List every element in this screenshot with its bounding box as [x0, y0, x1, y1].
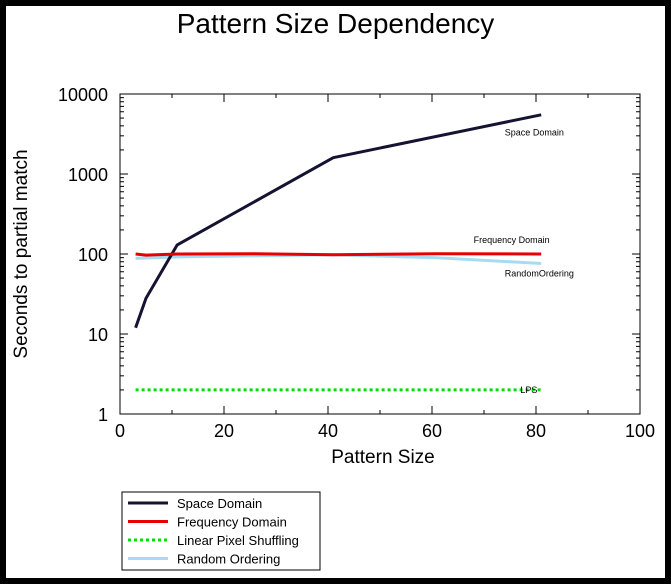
legend-label: Frequency Domain [177, 515, 287, 530]
x-tick-label: 20 [214, 421, 234, 441]
series-annotation: LPS [520, 385, 537, 395]
tick-marks [119, 93, 641, 415]
legend-label: Random Ordering [177, 552, 280, 567]
y-tick-label: 10 [88, 325, 108, 345]
y-tick-labels: 1 10 100 1000 10000 [58, 85, 108, 425]
legend-label: Linear Pixel Shuffling [177, 533, 299, 548]
series-annotation: RandomOrdering [505, 269, 574, 279]
series-annotation: Space Domain [505, 128, 564, 138]
series-annotation: Frequency Domain [474, 235, 550, 245]
x-tick-label: 60 [422, 421, 442, 441]
chart-title: Pattern Size Dependency [176, 8, 495, 39]
legend: Space Domain Frequency Domain Linear Pixel… [128, 496, 299, 567]
chart-frame [6, 6, 665, 578]
x-tick-label: 0 [115, 421, 125, 441]
series-annotations: Space Domain Frequency Domain LPS RandomOrd… [474, 128, 574, 395]
series-line-space-domain [134, 113, 542, 329]
x-axis-label: Pattern Size [331, 447, 435, 468]
legend-label: Space Domain [177, 496, 262, 511]
y-tick-label: 1000 [68, 165, 108, 185]
y-tick-label: 1 [98, 405, 108, 425]
x-tick-label: 40 [318, 421, 338, 441]
y-tick-label: 10000 [58, 85, 108, 105]
y-axis-label: Seconds to partial match [11, 149, 32, 358]
y-tick-label: 100 [78, 245, 108, 265]
series-lines [134, 113, 542, 392]
x-tick-labels: 0 20 40 60 80 100 [115, 421, 655, 441]
x-tick-label: 100 [625, 421, 655, 441]
x-tick-label: 80 [526, 421, 546, 441]
series-line-frequency-domain [135, 252, 542, 257]
